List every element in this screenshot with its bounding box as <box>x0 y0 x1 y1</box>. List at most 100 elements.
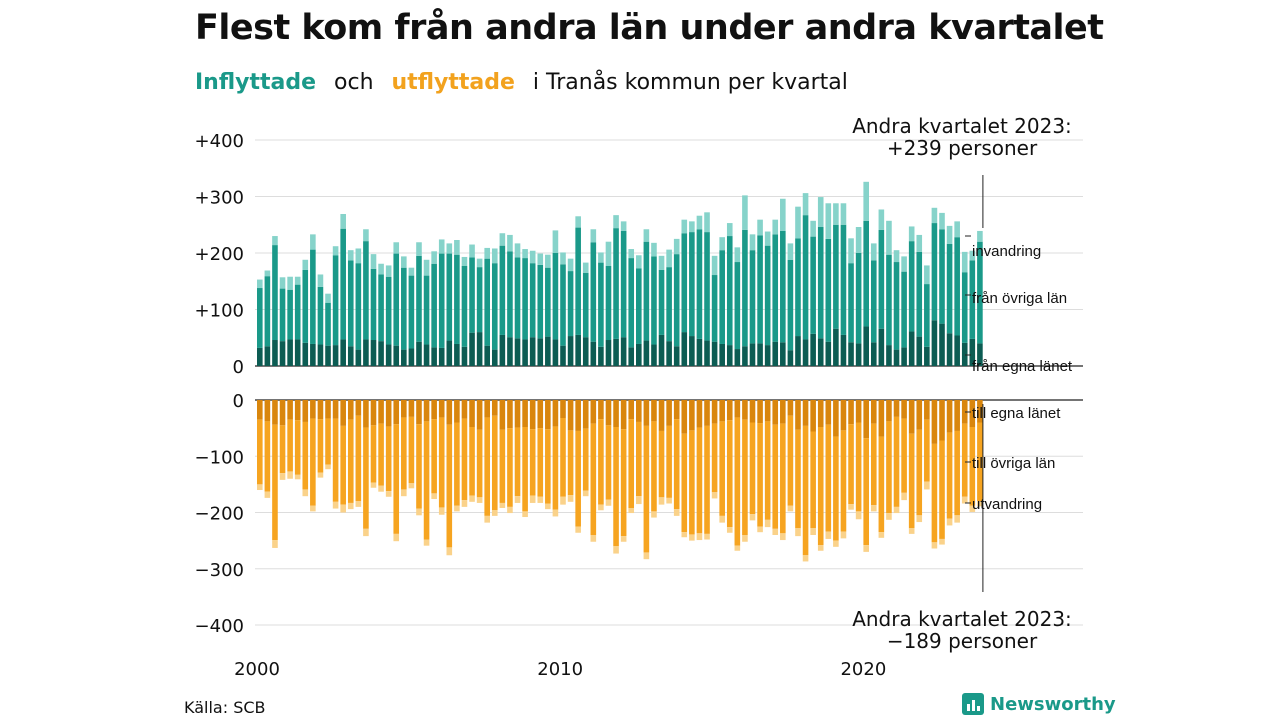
bar-out-other <box>454 422 460 506</box>
bar-in-own <box>310 343 316 366</box>
bar-in-other <box>893 262 900 350</box>
bar-in-other <box>613 228 619 339</box>
bar-out-own <box>787 400 794 416</box>
bar-out-own <box>499 400 506 430</box>
bar-out-own <box>575 400 581 431</box>
bar-out-foreign <box>931 542 938 549</box>
bar-in-own <box>545 336 551 366</box>
bar-out-own <box>332 400 339 419</box>
bar-in-other <box>802 215 809 340</box>
bar-in-other <box>870 260 877 343</box>
bar-out-own <box>802 400 809 426</box>
bar-out-foreign <box>613 546 619 554</box>
bar-in-other <box>567 271 574 337</box>
bar-in-foreign <box>961 251 968 273</box>
bar-out-other <box>749 422 756 515</box>
bar-in-foreign <box>469 244 475 258</box>
bar-out-foreign <box>946 518 953 526</box>
bar-out-own <box>325 400 331 419</box>
bar-in-own <box>916 336 923 366</box>
bar-in-own <box>469 332 475 366</box>
bar-out-own <box>825 400 832 425</box>
bar-in-other <box>696 229 703 339</box>
bar-in-other <box>582 272 589 338</box>
x-tick: 2010 <box>537 659 583 680</box>
bar-in-foreign <box>545 254 551 268</box>
bar-out-other <box>726 420 733 528</box>
bar-out-other <box>939 440 945 539</box>
bar-out-other <box>378 423 384 486</box>
bar-in-other <box>742 229 748 347</box>
bar-in-other <box>878 229 885 329</box>
bar-out-foreign <box>825 531 832 539</box>
bar-out-own <box>613 400 619 427</box>
bar-in-other <box>916 251 923 337</box>
bar-out-own <box>294 400 301 421</box>
bar-in-other <box>264 276 271 347</box>
bar-in-foreign <box>620 221 627 231</box>
bar-out-own <box>355 400 362 416</box>
bar-out-own <box>264 400 271 422</box>
bar-in-foreign <box>908 226 915 242</box>
bar-out-foreign <box>658 497 665 505</box>
bar-out-foreign <box>469 495 475 502</box>
bar-out-own <box>969 400 976 427</box>
bar-out-other <box>332 418 339 502</box>
bar-in-foreign <box>863 181 869 221</box>
bar-out-other <box>545 429 551 504</box>
bar-in-own <box>931 320 938 366</box>
bar-out-foreign <box>764 519 771 528</box>
bar-out-other <box>294 420 301 475</box>
bar-out-own <box>961 400 968 424</box>
bar-in-other <box>355 263 362 350</box>
bar-out-other <box>560 418 566 497</box>
bar-out-foreign <box>370 482 377 488</box>
bar-out-own <box>772 400 779 425</box>
bar-in-own <box>438 347 445 366</box>
bar-out-own <box>454 400 460 423</box>
bar-in-own <box>461 346 468 366</box>
bar-in-own <box>370 340 377 366</box>
bar-in-foreign <box>279 277 286 289</box>
bar-out-other <box>484 417 490 516</box>
bar-out-other <box>529 429 536 496</box>
bar-in-own <box>537 338 544 366</box>
bar-in-own <box>855 343 862 366</box>
bar-in-own <box>294 339 301 366</box>
bar-in-other <box>476 267 483 333</box>
bar-out-foreign <box>257 484 263 491</box>
bar-out-foreign <box>507 506 513 514</box>
bar-in-own <box>893 349 900 366</box>
bar-out-other <box>620 429 627 537</box>
bar-in-foreign <box>810 220 816 237</box>
bar-out-own <box>363 400 369 428</box>
bar-in-other <box>757 235 763 344</box>
bar-out-other <box>825 424 832 532</box>
label-till-ovriga-lan: till övriga län <box>972 455 1055 472</box>
bar-in-own <box>582 337 589 366</box>
y-tick-top: 0 <box>233 357 244 378</box>
bar-out-own <box>582 400 589 429</box>
bar-out-other <box>628 419 635 509</box>
bar-out-own <box>954 400 960 431</box>
bar-in-foreign <box>742 195 748 230</box>
bar-out-own <box>491 400 498 416</box>
bar-out-foreign <box>977 501 983 507</box>
bar-in-own <box>901 347 907 366</box>
bar-in-foreign <box>870 243 877 261</box>
bar-out-foreign <box>840 531 847 539</box>
bar-out-foreign <box>408 483 415 489</box>
bar-in-own <box>764 345 771 366</box>
bar-out-other <box>711 423 718 493</box>
bar-out-own <box>438 400 445 418</box>
bar-in-own <box>673 346 680 366</box>
bar-in-foreign <box>734 247 741 263</box>
bar-in-other <box>294 284 301 340</box>
bar-in-foreign <box>681 219 688 234</box>
bar-in-foreign <box>332 246 339 256</box>
bar-out-other <box>438 417 445 508</box>
bar-in-own <box>726 345 733 366</box>
brand[interactable]: Newsworthy <box>962 693 1116 715</box>
bar-in-foreign <box>704 212 710 233</box>
bar-in-foreign <box>764 231 771 246</box>
